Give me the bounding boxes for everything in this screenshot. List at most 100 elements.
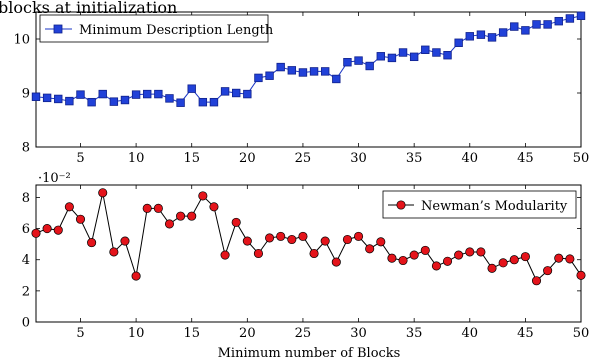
x-axis-label: Minimum number of Blocks — [218, 346, 401, 360]
modularity-x-tick-label: 15 — [183, 326, 200, 341]
modularity-point — [276, 231, 286, 241]
mdl-point — [309, 67, 319, 76]
modularity-x-tick-label: 5 — [76, 326, 84, 341]
modularity-point — [565, 254, 575, 264]
modularity-x-tick-label: 20 — [239, 326, 256, 341]
mdl-point — [409, 52, 419, 62]
modularity-point — [498, 258, 508, 268]
modularity-point — [220, 250, 230, 260]
modularity-point — [231, 217, 241, 227]
modularity-legend-label: Newman’s Modularity — [421, 199, 568, 214]
modularity-point — [75, 214, 86, 224]
modularity-y-tick-label: 2 — [22, 284, 30, 299]
mdl-point — [365, 61, 374, 71]
mdl-point — [543, 20, 552, 29]
modularity-point — [331, 257, 341, 267]
mdl-point — [232, 88, 241, 98]
modularity-y-tick-label: 6 — [22, 222, 30, 237]
mdl-legend-label: Minimum Description Length — [79, 23, 274, 38]
mdl-x-tick-label: 5 — [76, 151, 84, 166]
mdl-point — [109, 97, 119, 106]
mdl-point — [443, 51, 452, 60]
modularity-point — [398, 255, 408, 266]
modularity-point — [431, 261, 441, 271]
mdl-legend-box — [39, 14, 269, 43]
modularity-x-tick-label: 10 — [128, 326, 145, 341]
modularity-legend-box — [382, 190, 577, 219]
modularity-point — [109, 247, 119, 257]
modularity-legend: Newman’s Modularity — [382, 190, 577, 219]
modularity-point — [520, 252, 530, 262]
mdl-point — [87, 97, 96, 107]
modularity-point — [53, 225, 63, 235]
mdl-point — [65, 96, 74, 106]
mdl-point — [54, 94, 63, 104]
mdl-x-tick-label: 15 — [183, 151, 200, 166]
modularity-point — [409, 250, 419, 260]
modularity-point — [365, 244, 375, 254]
modularity-y-scale-label: ·10⁻² — [38, 171, 71, 186]
mdl-point — [565, 14, 575, 23]
mdl-point — [454, 38, 463, 47]
modularity-point — [31, 228, 41, 238]
mdl-point — [354, 56, 363, 65]
modularity-point — [42, 224, 52, 234]
mdl-point — [254, 73, 263, 83]
modularity-y-tick-label: 4 — [22, 253, 30, 268]
modularity-series — [31, 188, 586, 286]
mdl-point — [209, 97, 219, 107]
modularity-point — [209, 202, 219, 212]
mdl-point — [465, 32, 474, 41]
mdl-point — [432, 48, 441, 57]
mdl-point — [498, 28, 508, 37]
modularity-point — [454, 250, 464, 260]
modularity-point — [176, 211, 186, 221]
mdl-point — [287, 66, 297, 75]
modularity-point — [131, 271, 141, 281]
mdl-x-tick-label: 45 — [517, 151, 534, 166]
mdl-point — [510, 22, 519, 31]
mdl-point — [298, 68, 308, 77]
mdl-series — [31, 11, 586, 107]
mdl-point — [120, 95, 130, 105]
mdl-legend: Minimum Description Length — [39, 14, 274, 43]
mdl-point — [198, 97, 208, 107]
mdl-x-tick-label: 10 — [128, 151, 145, 166]
mdl-chart: 5 10 15 20 25 30 35 40 45 50 8 9 10 Minimum Descript… — [13, 11, 589, 166]
mdl-ticks: 5 10 15 20 25 30 35 40 45 50 8 9 10 — [13, 12, 589, 166]
modularity-x-tick-label: 45 — [517, 326, 534, 341]
mdl-point — [332, 74, 341, 84]
modularity-point — [387, 253, 397, 263]
modularity-point — [465, 247, 475, 257]
mdl-point — [521, 26, 530, 35]
modularity-x-tick-label: 50 — [573, 326, 589, 341]
mdl-point — [276, 62, 285, 72]
modularity-point — [164, 219, 175, 229]
modularity-x-tick-label: 35 — [406, 326, 423, 341]
mdl-point — [476, 30, 486, 39]
modularity-ticks: 5 10 15 20 25 30 35 40 45 50 0 2 4 6 8 — [22, 185, 589, 341]
modularity-point — [420, 245, 430, 255]
mdl-point — [343, 58, 352, 67]
modularity-x-tick-label: 25 — [295, 326, 312, 341]
mdl-point — [376, 52, 385, 61]
mdl-x-tick-label: 35 — [406, 151, 423, 166]
mdl-y-tick-label: 9 — [22, 87, 30, 102]
mdl-point — [320, 67, 330, 76]
modularity-point — [576, 270, 586, 280]
mdl-point — [576, 11, 586, 20]
modularity-point — [298, 231, 308, 241]
mdl-point — [487, 33, 497, 42]
mdl-x-tick-label: 20 — [239, 151, 256, 166]
modularity-point — [354, 231, 364, 241]
modularity-point — [265, 233, 275, 243]
mdl-x-tick-label: 25 — [295, 151, 312, 166]
modularity-point — [543, 266, 553, 276]
mdl-point — [265, 71, 274, 80]
modularity-point — [198, 191, 208, 201]
mdl-point — [532, 20, 541, 29]
modularity-point — [64, 202, 74, 212]
mdl-legend-marker — [53, 24, 63, 34]
mdl-point — [154, 89, 163, 99]
mdl-x-tick-label: 30 — [350, 151, 367, 166]
